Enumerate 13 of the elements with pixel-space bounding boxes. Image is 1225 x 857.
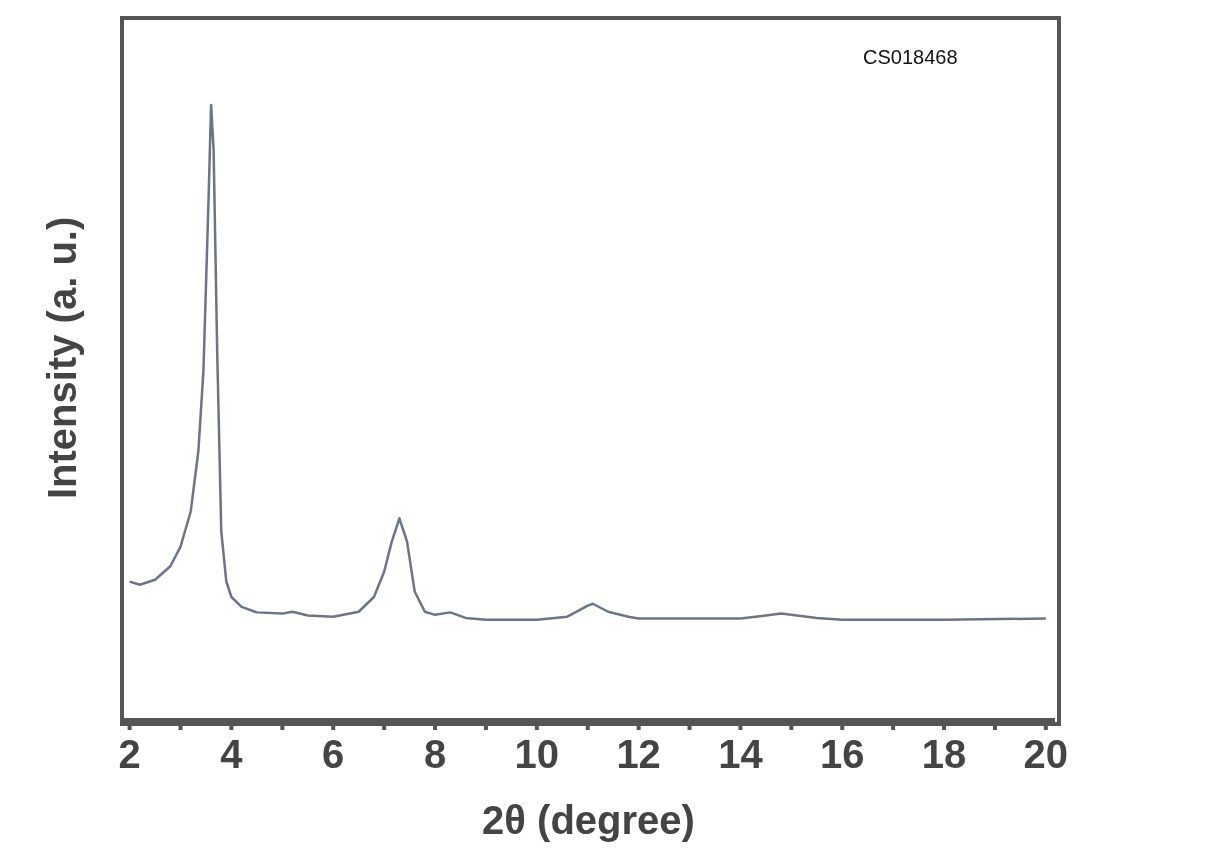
text: CS018468	[863, 46, 958, 69]
x-tick-label: 10	[514, 732, 560, 777]
x-tick-label: 8	[423, 732, 447, 777]
x-tick-label: 12	[616, 732, 661, 777]
x-tick-label: 4	[220, 732, 244, 777]
x-tick-label: 2	[118, 732, 141, 777]
x-tick-label: 18	[921, 732, 967, 777]
x-axis-title: 2θ (degree)	[482, 798, 695, 842]
x-tick-label: 6	[322, 732, 345, 777]
x-tick-label: 16	[819, 732, 865, 777]
x-tick-label: 14	[718, 732, 764, 777]
y-axis-title: Intensity (a. u.)	[40, 216, 85, 499]
x-tick-label: 20	[1023, 732, 1069, 777]
